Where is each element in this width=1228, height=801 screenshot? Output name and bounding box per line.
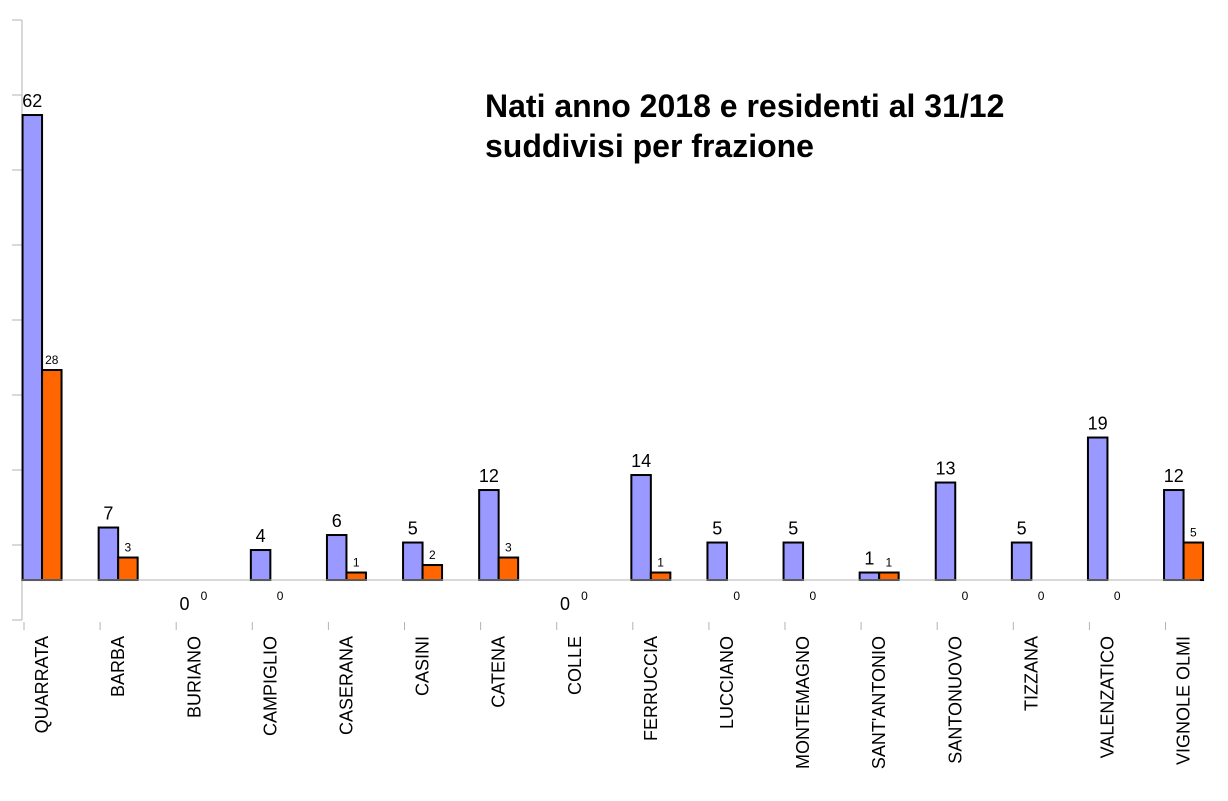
bar [878,571,900,582]
data-label: 0 [1114,589,1121,603]
chart-title: suddivisi per frazione [485,128,814,164]
data-label: 62 [22,91,42,111]
data-label: 3 [505,541,512,555]
bar [630,474,652,582]
x-tick-label: CAMPIGLIO [260,636,280,736]
bar [782,541,805,582]
x-tick-label: SANT'ANTONIO [869,636,889,769]
bar [1182,541,1205,582]
bar [1163,489,1185,582]
bar [649,571,672,582]
bar [41,369,63,582]
data-label: 7 [103,504,113,524]
x-tick-label: COLLE [565,636,585,695]
data-label: 1 [886,556,893,570]
data-label: 0 [1038,589,1045,603]
data-label: 14 [631,451,651,471]
x-tick-label: FERRUCCIA [641,636,661,741]
bar [421,564,444,582]
x-tick-label: BURIANO [184,636,204,718]
x-tick-label: VIGNOLE OLMI [1174,636,1194,765]
bar [21,114,44,582]
data-label: 5 [1017,519,1027,539]
bar [249,549,272,582]
bar [497,556,520,582]
data-label: 13 [935,459,955,479]
x-tick-label: SANTONUOVO [945,636,965,764]
chart-title: Nati anno 2018 e residenti al 31/12 [485,88,1004,124]
x-tick-label: TIZZANA [1021,636,1041,711]
x-tick-label: VALENZATICO [1097,636,1117,758]
bar [934,481,957,582]
x-tick-label: BARBA [108,636,128,697]
data-label: 5 [788,519,798,539]
bar [1010,541,1033,582]
data-label: 5 [1190,526,1197,540]
x-tick-label: CASINI [413,636,433,696]
bar [97,526,120,582]
data-label: 12 [1164,466,1184,486]
data-label: 6 [332,511,342,531]
data-label: 19 [1088,414,1108,434]
bar [858,571,881,582]
x-tick-label: QUARRATA [32,636,52,733]
data-label: 4 [256,526,266,546]
bar [706,541,728,582]
bar [345,571,367,582]
data-label: 1 [864,549,874,569]
x-tick-label: LUCCIANO [717,636,737,729]
data-label: 0 [733,589,740,603]
bar [1086,436,1109,582]
data-label: 12 [479,466,499,486]
data-label: 0 [581,589,588,603]
x-tick-label: MONTEMAGNO [793,636,813,769]
data-label: 3 [125,541,132,555]
bar [325,534,348,582]
bar [478,489,500,582]
data-label: 1 [353,556,360,570]
bar [117,556,139,582]
data-label: 0 [179,594,189,614]
x-tick-label: CATENA [489,636,509,708]
bar [402,541,424,582]
data-label: 0 [560,594,570,614]
data-label: 2 [429,548,436,562]
data-label: 5 [712,519,722,539]
data-label: 0 [277,589,284,603]
data-label: 0 [201,589,208,603]
data-label: 1 [657,556,664,570]
data-label: 28 [45,353,59,367]
data-label: 0 [809,589,816,603]
data-label: 0 [962,589,969,603]
x-tick-label: CASERANA [336,636,356,735]
data-label: 5 [408,519,418,539]
